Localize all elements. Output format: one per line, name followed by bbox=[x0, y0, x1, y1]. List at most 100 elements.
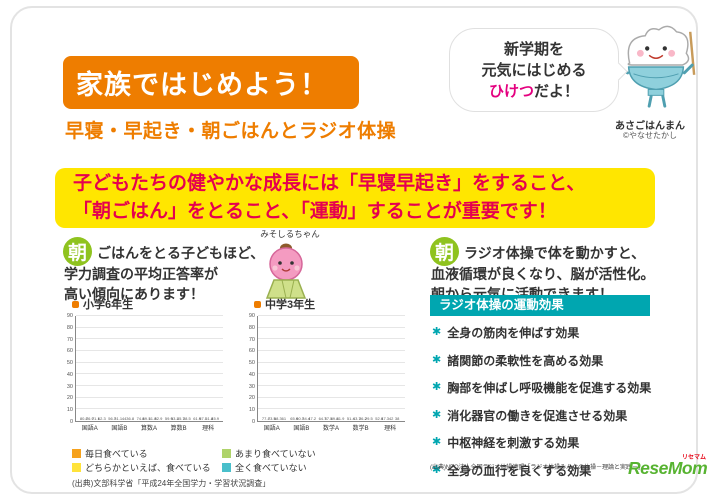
miso-mascot-name: みそしるちゃん bbox=[260, 229, 320, 239]
breakfast-drop-cap: 朝 bbox=[63, 237, 92, 266]
asterisk-icon: ✱ bbox=[432, 408, 442, 421]
legend-label: どちらかといえば、食べている bbox=[85, 462, 211, 473]
gridline bbox=[258, 385, 405, 387]
asterisk-icon: ✱ bbox=[432, 326, 442, 338]
asterisk-icon: ✱ bbox=[432, 436, 442, 448]
plot: 77.4 73.5 68.3 61 65.9 60.7 54.4 47.2 64.7 57.5 49… bbox=[257, 315, 405, 422]
bar-value-label: 76.9 bbox=[85, 416, 94, 421]
gridline bbox=[76, 326, 223, 328]
bar-value-label: 69.1 bbox=[142, 416, 151, 421]
y-axis: 90 80 70 60 50 40 30 20 10 0 bbox=[248, 313, 255, 425]
x-axis-label: 数学A bbox=[322, 426, 339, 432]
bar-value-label: 45.7 bbox=[176, 416, 185, 421]
effect-item: ✱ 消化器官の働きを促進させる効果 bbox=[432, 407, 651, 424]
bar-value-label: 80.8 bbox=[79, 416, 88, 421]
bar-value-label: 36.8 bbox=[126, 416, 135, 421]
bubble-highlight: ひけつ bbox=[488, 82, 534, 100]
gridline bbox=[258, 350, 405, 352]
misoshiru-chan-illustration bbox=[252, 240, 324, 302]
speech-bubble: 新学期を 元気にはじめる ひけつだよ！ bbox=[449, 28, 619, 112]
asterisk-icon: ✱ bbox=[432, 463, 442, 476]
bar-value-label: 52.9 bbox=[154, 416, 163, 421]
breakfast-lead-line1: ごはんをとる子どもほど、 bbox=[97, 245, 265, 261]
gridline bbox=[258, 361, 405, 363]
legend-label: 全く食べていない bbox=[235, 462, 307, 473]
gridline bbox=[258, 373, 405, 375]
legend-item: どちらかといえば、食べている bbox=[72, 461, 222, 474]
bar-value-label: 41.9 bbox=[336, 416, 345, 421]
chart-legend: 毎日食べているどちらかといえば、食べている あまり食べていない 全く食べていない bbox=[72, 446, 372, 474]
legend-item: あまり食べていない bbox=[222, 447, 372, 460]
chart-title-label: 中学3年生 bbox=[265, 299, 316, 311]
resemom-logo[interactable]: ReseMom リセマム bbox=[628, 455, 707, 479]
x-axis-label: 理科 bbox=[384, 426, 397, 432]
legend-label: 毎日食べている bbox=[85, 448, 148, 459]
chart-title-label: 小学6年生 bbox=[83, 299, 134, 311]
legend-label: あまり食べていない bbox=[235, 448, 316, 459]
bar-value-label: 59.9 bbox=[164, 416, 173, 421]
effects-header: ラジオ体操の運動効果 bbox=[430, 295, 650, 316]
bar-value-label: 77.4 bbox=[261, 416, 270, 421]
chart-title: 中学3年生 bbox=[254, 296, 414, 312]
effect-label: 諸関節の柔軟性を高める効果 bbox=[447, 353, 604, 368]
x-axis-label: 算数A bbox=[140, 426, 157, 432]
radio-lead-line2: 血液循環が良くなり、脳が活性化。 bbox=[431, 266, 655, 282]
bar-value-label: 38.5 bbox=[182, 416, 191, 421]
bubble-line2: 元気にはじめる bbox=[481, 61, 587, 79]
effect-label: 消化器官の働きを促進させる効果 bbox=[447, 408, 628, 423]
legend-item: 全く食べていない bbox=[222, 461, 372, 474]
x-axis-label: 国語B bbox=[111, 426, 128, 432]
effect-label: 胸部を伸ばし呼吸機能を促進する効果 bbox=[447, 381, 652, 395]
gridline bbox=[76, 396, 223, 398]
banner-line1: 子どもたちの健やかな成長には「早寝早起き」をすること、 bbox=[73, 172, 586, 194]
legend-item: 毎日食べている bbox=[72, 447, 222, 460]
bar-value-label: 57.1 bbox=[199, 416, 208, 421]
gridline bbox=[76, 373, 223, 375]
x-axis-label: 国語A bbox=[263, 426, 280, 432]
gridline bbox=[76, 350, 223, 352]
legend-swatch bbox=[222, 448, 231, 458]
key-message-banner: 子どもたちの健やかな成長には「早寝早起き」をすること、 「朝ごはん」をとること、… bbox=[55, 168, 655, 228]
bar-value-label: 49.8 bbox=[330, 416, 339, 421]
x-axis: 国語A 国語B 数学A 数学B 理科 bbox=[257, 423, 405, 432]
x-axis-label: 算数B bbox=[170, 426, 187, 432]
effect-item: ✱ 全身の筋肉を伸ばす効果 bbox=[432, 324, 651, 341]
bar-value-label: 47.2 bbox=[308, 416, 317, 421]
asagohan-man-illustration bbox=[612, 18, 700, 116]
bar-value-label: 74.8 bbox=[136, 416, 145, 421]
gridline bbox=[76, 408, 223, 410]
bar-value-label: 60.7 bbox=[296, 416, 305, 421]
effect-label: 全身の血行を良くする効果 bbox=[447, 463, 592, 478]
bar-value-label: 47.3 bbox=[381, 416, 390, 421]
bar-value-label: 65.9 bbox=[290, 416, 299, 421]
bar-value-label: 57.5 bbox=[324, 416, 333, 421]
plot: 80.8 76.9 71.1 62.3 56.7 51.1 44 36.8 74.8 69.1 61… bbox=[75, 315, 223, 422]
bubble-line3: ひけつだよ！ bbox=[489, 81, 579, 102]
x-axis-label: 国語B bbox=[293, 426, 310, 432]
gridline bbox=[258, 338, 405, 340]
bar-chart-junior-high: 中学3年生 90 80 70 60 50 40 30 20 10 0 77.4 73.5 68.3 61… bbox=[244, 296, 414, 432]
miso-soup-character-icon bbox=[265, 243, 307, 299]
resemom-logo-katakana: リセマム bbox=[681, 455, 706, 461]
breakfast-source: (出典)文部科学省「平成24年全国学力・学習状況調査」 bbox=[72, 479, 271, 488]
bar-value-label: 73.5 bbox=[267, 416, 276, 421]
bar-value-label: 42 bbox=[388, 416, 394, 421]
bar-value-label: 56.7 bbox=[108, 416, 117, 421]
x-axis-label: 国語A bbox=[81, 426, 98, 432]
bar-value-label: 45.9 bbox=[211, 416, 220, 421]
breakfast-lead-line2: 学力調査の平均正答率が bbox=[64, 266, 218, 282]
radio-drop-cap: 朝 bbox=[430, 237, 459, 266]
bubble-line1: 新学期を bbox=[503, 40, 564, 58]
gridline bbox=[76, 338, 223, 340]
bar-value-label: 29.5 bbox=[364, 416, 373, 421]
radio-source: (出典)NPO法人全国ラジオ体操連盟「ラジオ体操みんなの体操－理論と実践－」 bbox=[430, 464, 644, 471]
banner-line2: 「朝ごはん」をとること、「運動」することが重要です！ bbox=[73, 201, 557, 222]
bar-value-label: 61.8 bbox=[148, 416, 157, 421]
effect-item: ✱ 中枢神経を刺激する効果 bbox=[432, 434, 651, 451]
bar-value-label: 51.8 bbox=[205, 416, 214, 421]
gridline bbox=[76, 361, 223, 363]
bar-value-label: 71.1 bbox=[91, 416, 100, 421]
x-axis-label: 理科 bbox=[202, 426, 215, 432]
effect-item: ✱ 諸関節の柔軟性を高める効果 bbox=[432, 352, 651, 369]
